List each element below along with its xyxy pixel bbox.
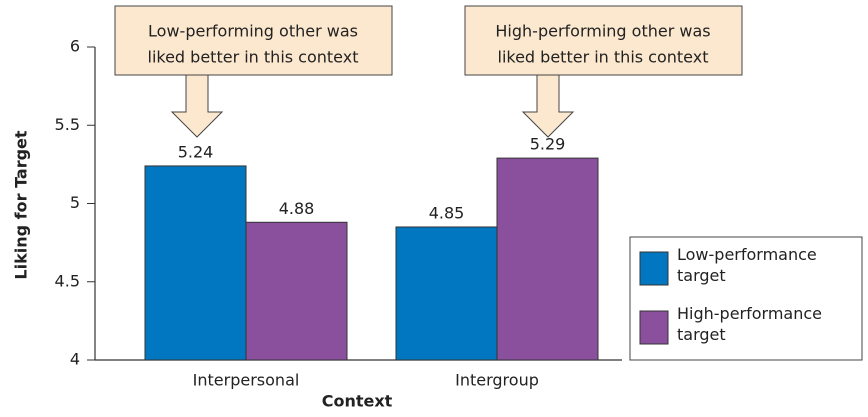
legend <box>629 236 863 361</box>
x-tick-label: Intergroup <box>455 371 539 390</box>
legend-label: High-performance target <box>677 304 823 344</box>
annotation-text: High-performing other was <box>495 22 710 41</box>
y-tick-label: 4.5 <box>55 271 80 290</box>
annotation-text: liked better in this context <box>498 48 709 67</box>
y-tick-label: 6 <box>70 37 80 56</box>
annotation: High-performing other was liked better i… <box>464 5 743 138</box>
annotation-text: liked better in this context <box>148 48 359 67</box>
y-tick-label: 5 <box>70 193 80 212</box>
annotation-arrow <box>521 74 575 138</box>
y-tick-label: 5.5 <box>55 115 80 134</box>
value-label: 4.88 <box>279 199 315 218</box>
annotation-box <box>114 5 393 76</box>
y-axis-label: Liking for Target <box>12 130 31 279</box>
value-label: 5.29 <box>530 135 566 154</box>
legend-label: Low-performance target <box>677 245 817 285</box>
bar <box>496 157 599 361</box>
annotation: Low-performing other was liked better in… <box>114 5 393 138</box>
annotation-arrow <box>170 74 224 138</box>
x-tick-label: Interpersonal <box>193 371 300 390</box>
legend-swatch <box>639 310 669 345</box>
legend-label-box: High-performance target <box>677 304 823 344</box>
annotation-text: Low-performing other was <box>148 22 358 41</box>
x-axis-label: Context <box>322 392 393 411</box>
legend-label-box: Low-performance target <box>677 245 817 285</box>
value-label: 5.24 <box>178 142 214 161</box>
value-label: 4.85 <box>429 203 465 222</box>
bar <box>395 226 498 361</box>
bar <box>245 221 348 361</box>
bar <box>144 165 247 361</box>
annotation-box <box>464 5 743 76</box>
legend-swatch <box>639 251 669 286</box>
y-tick-label: 4 <box>70 350 80 369</box>
